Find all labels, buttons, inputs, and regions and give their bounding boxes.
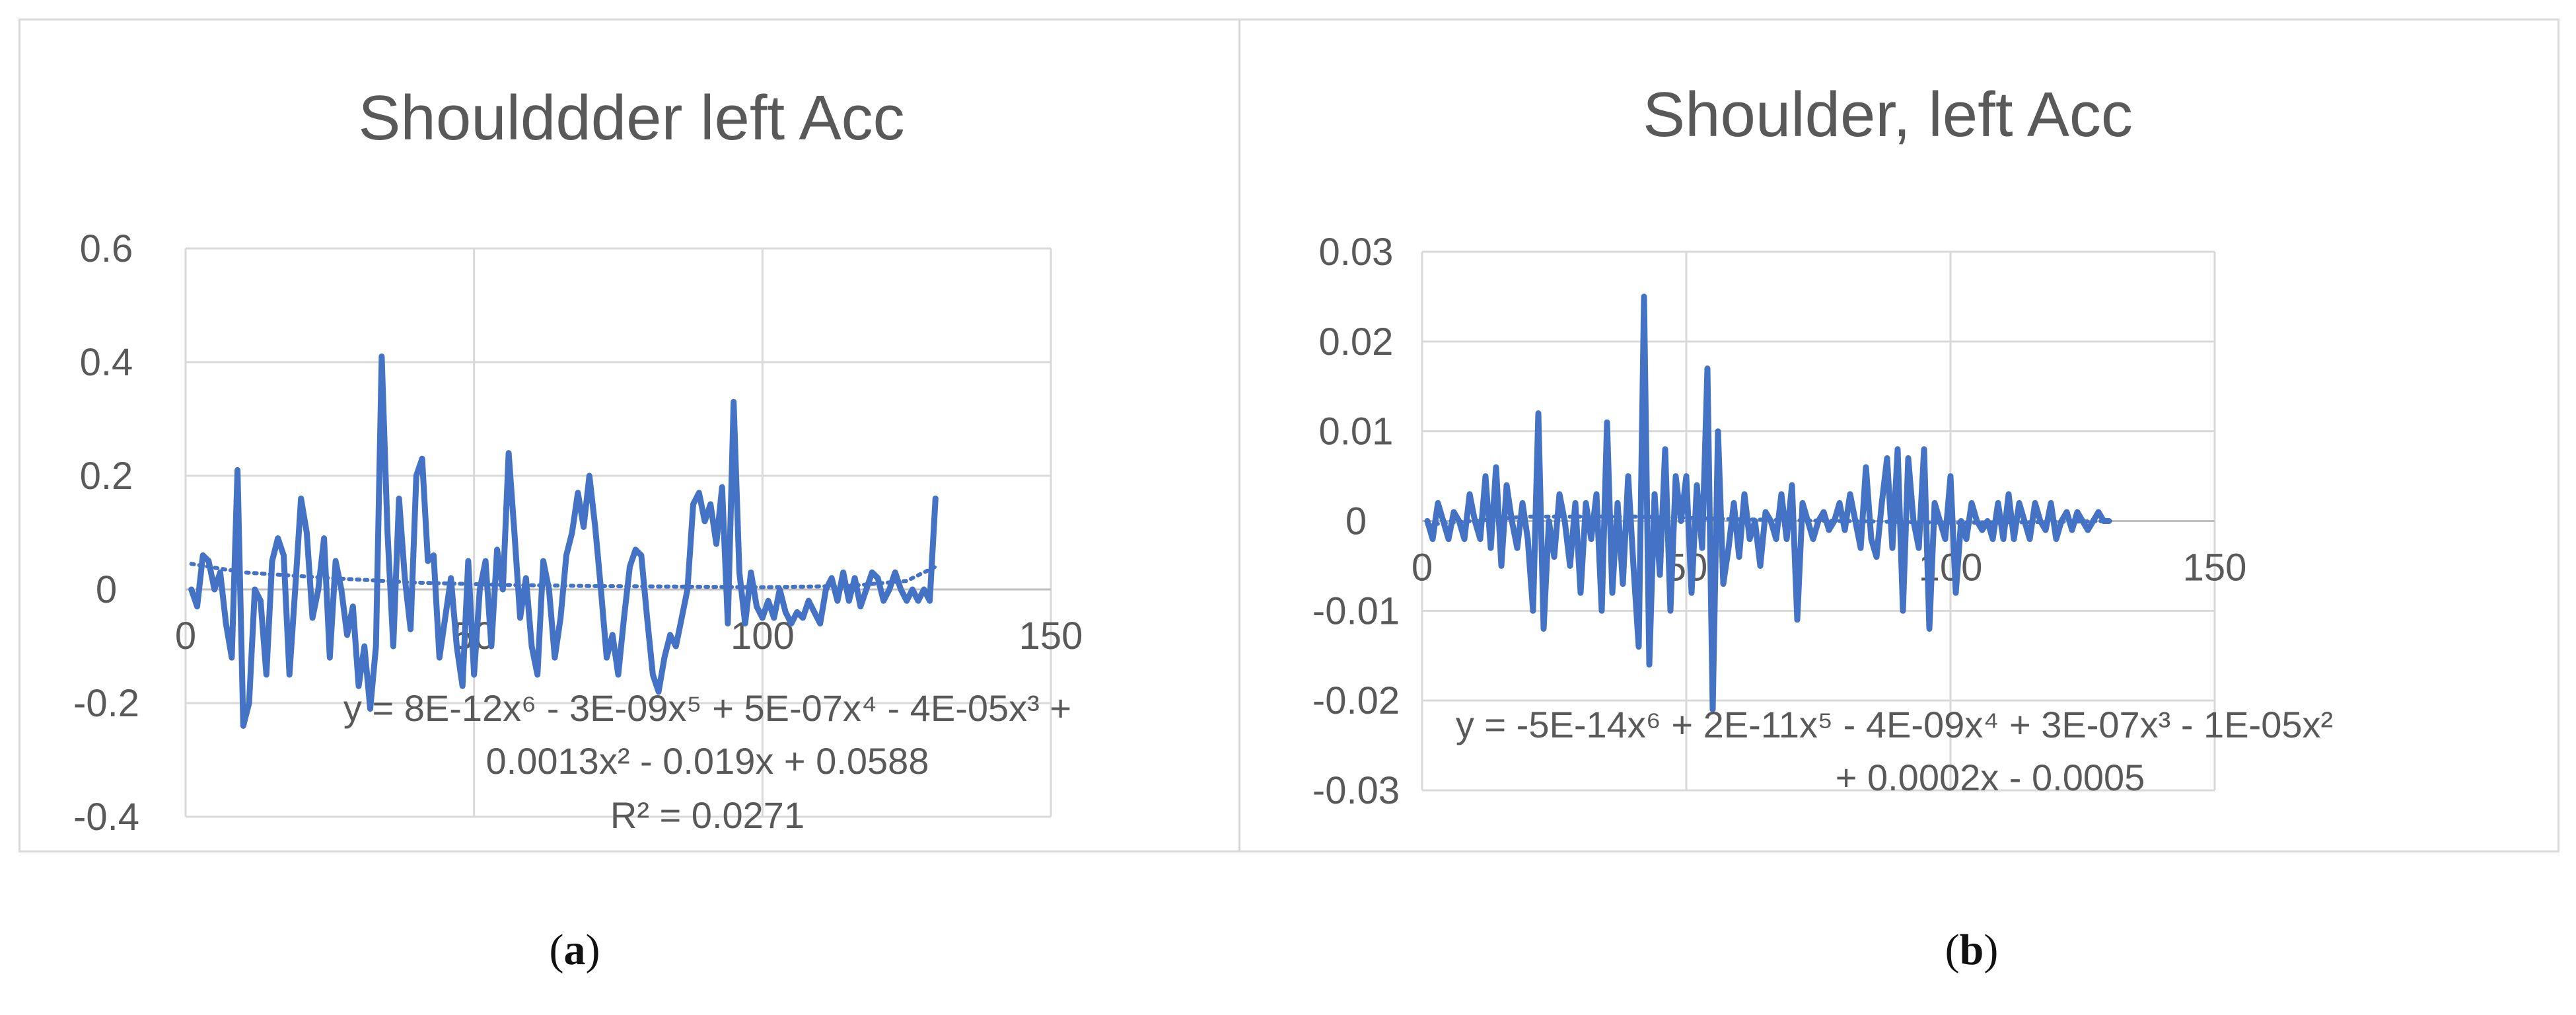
x-tick-label: 150 — [2183, 546, 2247, 589]
y-tick-label: -0.02 — [1312, 679, 1400, 722]
caption-a: (a) — [549, 926, 600, 974]
trendline-equation-line-2: 0.0013x² - 0.019x + 0.0588 — [486, 740, 929, 782]
y-tick-label: 0.2 — [80, 455, 133, 498]
x-tick-label: 100 — [731, 615, 795, 658]
y-tick-label: 0.03 — [1319, 231, 1394, 274]
x-tick-label: 0 — [1412, 546, 1433, 589]
y-tick-label: 0.4 — [80, 341, 133, 384]
y-tick-label: -0.4 — [73, 796, 139, 839]
x-tick-label: 0 — [175, 615, 196, 658]
trendline-equation-line-1: y = -5E-14x⁶ + 2E-11x⁵ - 4E-09x⁴ + 3E-07… — [1456, 704, 2333, 745]
y-tick-label: 0.01 — [1319, 410, 1394, 453]
trendline-equation-line-2: + 0.0002x - 0.0005 — [1836, 757, 2145, 798]
series-line-0 — [1424, 293, 2112, 713]
x-tick-label: 150 — [1019, 615, 1083, 658]
chart-title: Shoulder, left Acc — [1643, 79, 2133, 150]
y-tick-label: -0.03 — [1312, 769, 1400, 812]
chart-panel-a: Shoulddder left Acc 0.6 0.4 0.2 0 -0.2 -0.4 0 50… — [18, 19, 1240, 852]
caption-b: (b) — [1945, 926, 1999, 974]
chart-b: Shoulder, left Acc 0.03 0.02 0.01 0 -0.01 -0.0… — [1312, 79, 2333, 812]
chart-title: Shoulddder left Acc — [358, 83, 904, 153]
y-tick-label: 0.02 — [1319, 320, 1394, 363]
y-tick-label: -0.01 — [1312, 589, 1400, 632]
y-tick-label: 0 — [96, 568, 117, 611]
series-line-0 — [188, 353, 939, 729]
y-tick-label: -0.2 — [73, 682, 139, 725]
trendline-equation-line-1: y = 8E-12x⁶ - 3E-09x⁵ + 5E-07x⁴ - 4E-05x… — [343, 687, 1071, 729]
y-tick-label: 0.6 — [80, 227, 133, 270]
chart-panel-b: Shoulder, left Acc 0.03 0.02 0.01 0 -0.01 -0.0… — [1238, 19, 2559, 852]
trendline-equation-line-3: R² = 0.0271 — [610, 794, 805, 836]
y-tick-label: 0 — [1345, 500, 1367, 543]
